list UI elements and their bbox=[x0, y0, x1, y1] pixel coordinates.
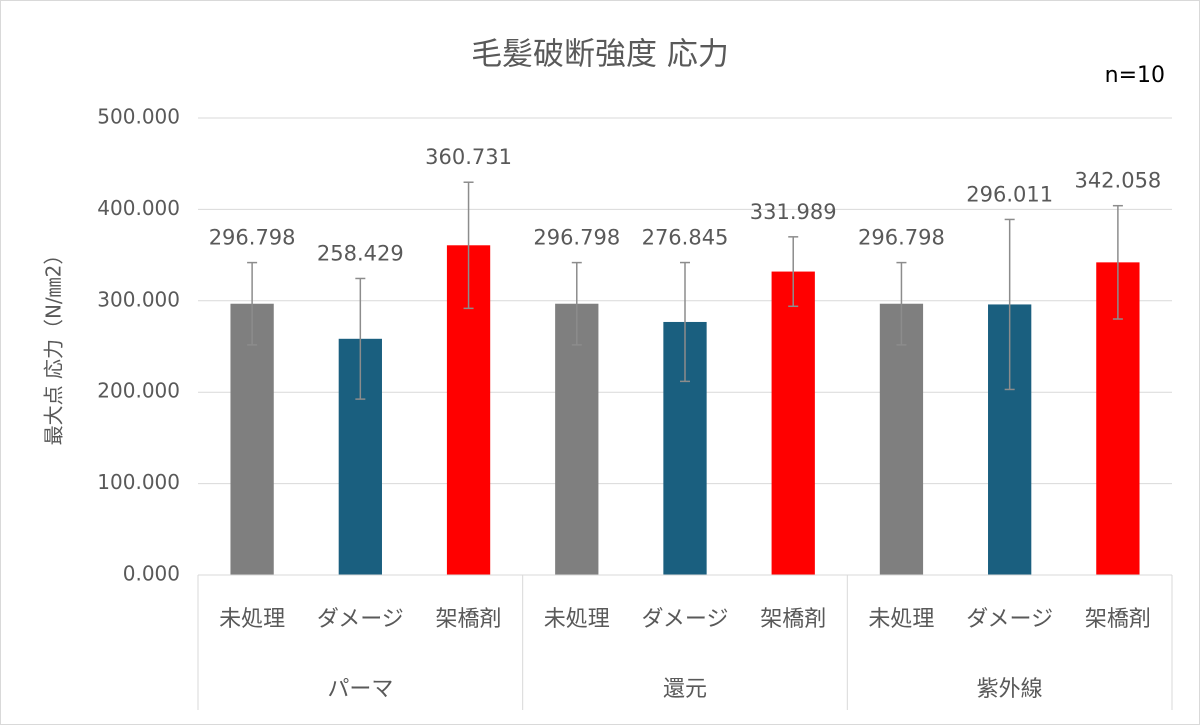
value-label: 331.989 bbox=[750, 200, 837, 224]
y-tick-label: 400.000 bbox=[97, 196, 180, 220]
x-tick-label: ダメージ bbox=[966, 607, 1053, 632]
value-label: 360.731 bbox=[425, 145, 512, 169]
x-tick-label: 架橋剤 bbox=[760, 607, 826, 632]
value-label: 296.798 bbox=[858, 226, 945, 250]
chart-title: 毛髪破断強度 応力 bbox=[471, 37, 729, 73]
x-tick-label: 未処理 bbox=[544, 607, 610, 632]
x-tick-label: 架橋剤 bbox=[436, 607, 502, 632]
value-label: 296.798 bbox=[533, 226, 620, 250]
bar bbox=[230, 303, 274, 575]
x-tick-label: 架橋剤 bbox=[1085, 607, 1151, 632]
bar bbox=[771, 271, 815, 575]
x-tick-label: ダメージ bbox=[642, 607, 729, 632]
value-label: 276.845 bbox=[642, 226, 729, 250]
group-label: パーマ bbox=[327, 677, 393, 702]
y-tick-label: 300.000 bbox=[97, 287, 180, 311]
bar bbox=[879, 303, 924, 575]
bar bbox=[555, 303, 599, 575]
value-label: 342.058 bbox=[1074, 169, 1161, 193]
y-tick-label: 0.000 bbox=[123, 562, 180, 586]
group-label: 還元 bbox=[663, 677, 707, 702]
y-tick-label: 500.000 bbox=[97, 105, 180, 129]
x-tick-label: 未処理 bbox=[868, 607, 934, 632]
x-tick-label: ダメージ bbox=[317, 607, 404, 632]
value-label: 296.798 bbox=[209, 226, 296, 250]
value-label: 296.011 bbox=[966, 182, 1053, 206]
group-label: 紫外線 bbox=[977, 677, 1043, 702]
x-tick-label: 未処理 bbox=[219, 607, 285, 632]
value-label: 258.429 bbox=[317, 241, 404, 265]
y-axis-label: 最大点 応力（N/㎜2） bbox=[42, 245, 66, 446]
annotation: n=10 bbox=[1105, 63, 1165, 88]
y-tick-label: 100.000 bbox=[97, 470, 180, 494]
y-tick-label: 200.000 bbox=[97, 379, 180, 403]
